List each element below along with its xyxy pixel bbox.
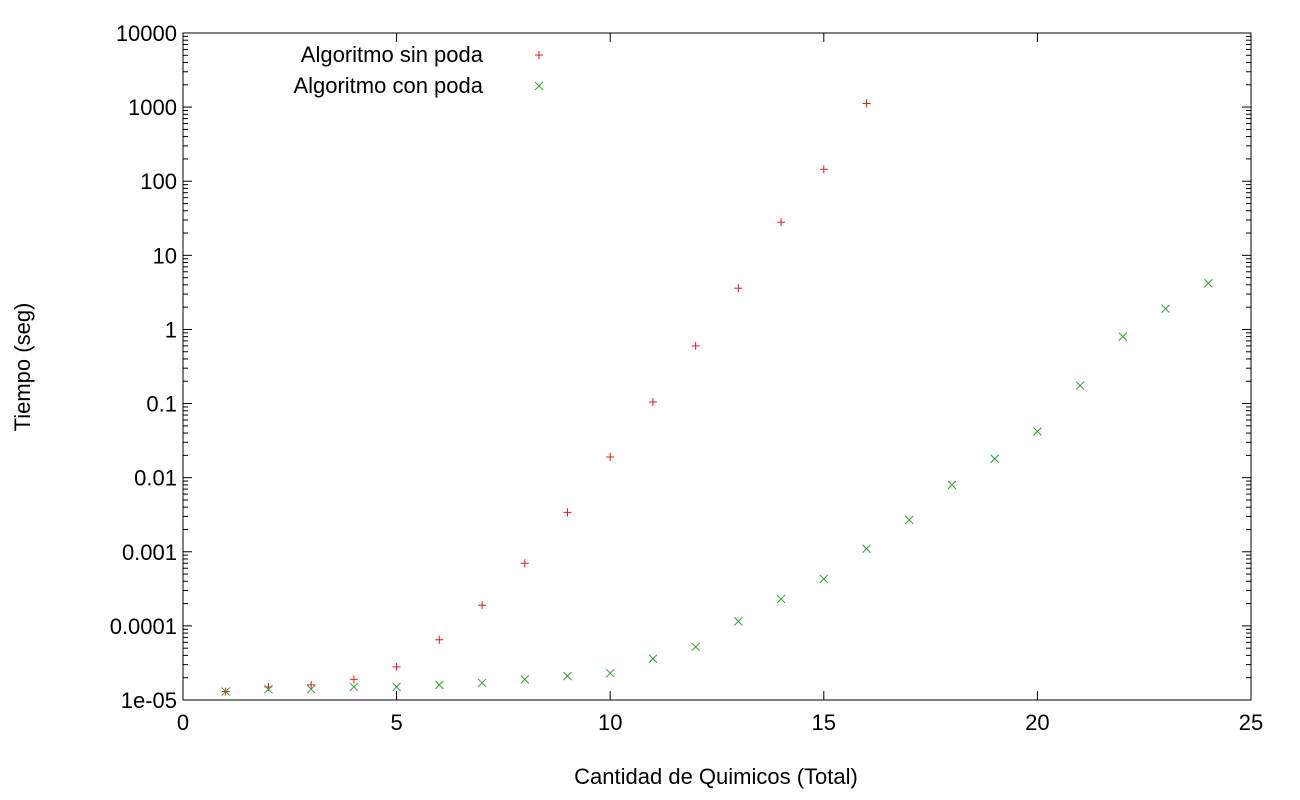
y-tick-label: 0.01 <box>134 466 177 491</box>
x-tick-label: 0 <box>177 710 189 735</box>
x-tick-label: 15 <box>812 710 836 735</box>
data-point <box>648 397 657 406</box>
data-point <box>1075 381 1085 390</box>
data-point <box>221 687 231 696</box>
data-point <box>307 680 316 689</box>
x-axis-ticks: 0 5 10 15 20 25 <box>177 33 1263 735</box>
y-tick-label: 0.0001 <box>110 614 177 639</box>
y-axis-ticks: 1e-05 0.0001 0.001 0.01 0.1 1 10 100 1000 10000 <box>110 21 1251 713</box>
x-tick-label: 20 <box>1025 710 1049 735</box>
x-tick-label: 10 <box>598 710 622 735</box>
data-point <box>392 662 401 671</box>
y-tick-label: 10000 <box>116 21 177 46</box>
data-point <box>605 668 615 678</box>
data-point <box>691 341 700 350</box>
series-con-poda <box>221 278 1213 696</box>
data-point <box>648 654 658 664</box>
x-tick-label: 5 <box>390 710 402 735</box>
plot-frame <box>182 32 1252 701</box>
data-point <box>819 574 829 584</box>
y-tick-label: 1 <box>165 317 177 342</box>
data-point <box>947 480 957 490</box>
data-point <box>777 218 786 227</box>
x-axis-title: Cantidad de Quimicos (Total) <box>574 764 858 789</box>
legend: Algoritmo sin poda Algoritmo con poda <box>293 42 544 98</box>
legend-marker <box>534 81 544 91</box>
legend-marker <box>535 51 543 59</box>
data-point <box>1203 278 1213 288</box>
data-point <box>563 671 572 681</box>
data-point <box>1118 332 1128 341</box>
data-point <box>691 642 700 652</box>
data-point <box>862 544 871 554</box>
data-point <box>349 682 359 692</box>
y-tick-label: 100 <box>140 169 177 194</box>
data-point <box>776 594 786 604</box>
data-point <box>392 682 401 692</box>
data-point <box>606 453 615 462</box>
data-point <box>990 454 1000 464</box>
data-point <box>478 601 487 610</box>
data-point <box>434 680 444 690</box>
legend-label-con-poda: Algoritmo con poda <box>293 73 483 98</box>
data-point <box>477 678 487 688</box>
data-point <box>1161 304 1170 314</box>
data-point <box>306 684 316 694</box>
legend-label-sin-poda: Algoritmo sin poda <box>301 42 484 67</box>
y-tick-label: 10 <box>153 243 177 268</box>
data-point <box>1033 427 1042 436</box>
data-point <box>734 617 743 626</box>
data-points <box>221 99 1213 696</box>
data-point <box>734 284 743 293</box>
y-tick-label: 0.001 <box>122 540 177 565</box>
data-point <box>520 559 529 568</box>
data-point <box>520 674 530 684</box>
y-tick-label: 1e-05 <box>121 688 177 713</box>
data-point <box>819 165 828 174</box>
series-sin-poda <box>221 99 871 696</box>
y-axis-title: Tiempo (seg) <box>10 303 35 432</box>
data-point <box>349 675 358 684</box>
data-point <box>435 635 444 644</box>
data-point <box>904 515 914 525</box>
x-tick-label: 25 <box>1239 710 1263 735</box>
y-tick-label: 1000 <box>128 95 177 120</box>
data-point <box>264 684 273 694</box>
y-tick-label: 0.1 <box>146 392 177 417</box>
data-point <box>862 99 871 108</box>
data-point <box>563 508 572 517</box>
